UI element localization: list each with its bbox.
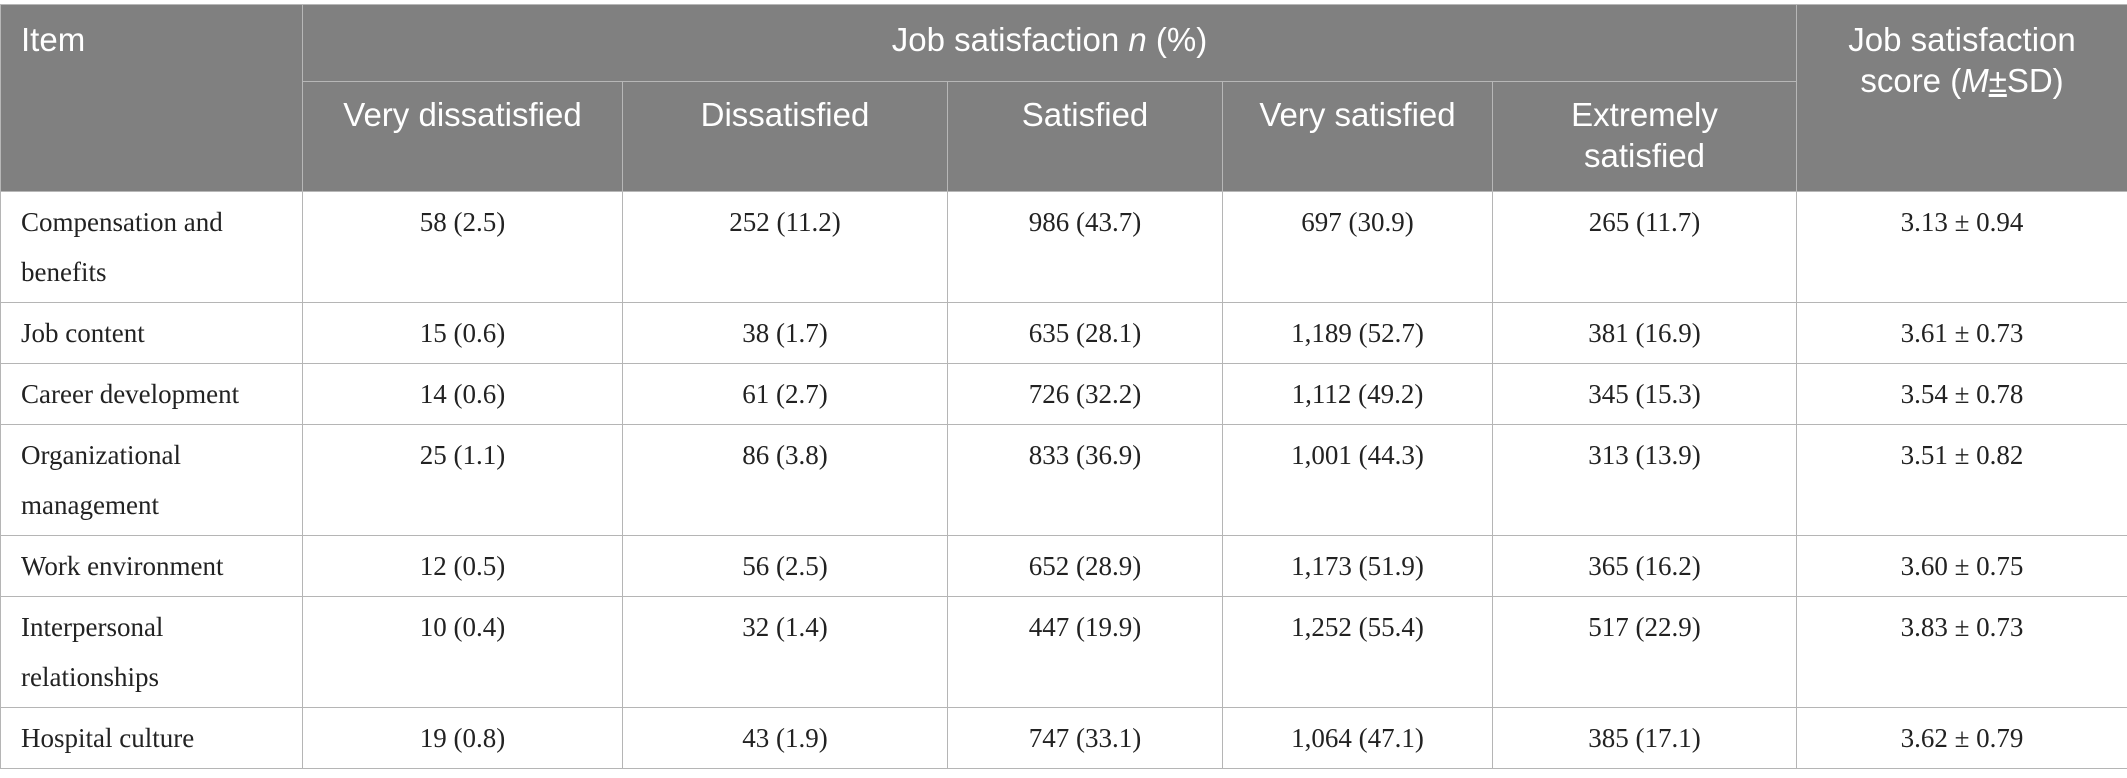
cell-very-dissatisfied: 12 (0.5) xyxy=(302,535,623,597)
score-header-mean: M xyxy=(1961,62,1989,99)
column-header-satisfied: Satisfied xyxy=(947,81,1223,192)
group-header-n: n xyxy=(1128,21,1147,58)
row-item-label: Interpersonal relationships xyxy=(0,596,303,708)
cell-very-dissatisfied: 15 (0.6) xyxy=(302,302,623,364)
score-header-sd: SD) xyxy=(2006,62,2064,99)
table-row: Interpersonal relationships 10 (0.4) 32 … xyxy=(0,596,2127,708)
cell-very-satisfied: 697 (30.9) xyxy=(1222,191,1493,303)
column-header-very-dissatisfied: Very dissatisfied xyxy=(302,81,623,192)
cell-dissatisfied: 43 (1.9) xyxy=(622,707,948,769)
cell-satisfied: 833 (36.9) xyxy=(947,424,1223,536)
cell-very-satisfied: 1,001 (44.3) xyxy=(1222,424,1493,536)
cell-score: 3.60 ± 0.75 xyxy=(1796,535,2127,597)
column-header-very-satisfied: Very satisfied xyxy=(1222,81,1493,192)
cell-very-satisfied: 1,252 (55.4) xyxy=(1222,596,1493,708)
cell-extremely-satisfied: 345 (15.3) xyxy=(1491,363,1798,425)
cell-score: 3.61 ± 0.73 xyxy=(1796,302,2127,364)
score-column-header: Job satisfaction score (M±SD) xyxy=(1796,4,2127,192)
table-row: Compensation and benefits 58 (2.5) 252 (… xyxy=(0,191,2127,303)
cell-satisfied: 447 (19.9) xyxy=(947,596,1223,708)
row-item-label: Organizational management xyxy=(0,424,303,536)
cell-very-satisfied: 1,112 (49.2) xyxy=(1222,363,1493,425)
cell-very-dissatisfied: 14 (0.6) xyxy=(302,363,623,425)
cell-very-satisfied: 1,064 (47.1) xyxy=(1222,707,1493,769)
cell-extremely-satisfied: 313 (13.9) xyxy=(1491,424,1798,536)
cell-very-dissatisfied: 10 (0.4) xyxy=(302,596,623,708)
row-item-label: Hospital culture xyxy=(0,707,303,769)
cell-score: 3.62 ± 0.79 xyxy=(1796,707,2127,769)
column-header-extremely-satisfied: Extremely satisfied xyxy=(1491,81,1798,192)
cell-extremely-satisfied: 365 (16.2) xyxy=(1491,535,1798,597)
row-item-label: Career development xyxy=(0,363,303,425)
cell-satisfied: 726 (32.2) xyxy=(947,363,1223,425)
cell-score: 3.54 ± 0.78 xyxy=(1796,363,2127,425)
cell-extremely-satisfied: 265 (11.7) xyxy=(1491,191,1798,303)
score-header-plusminus: ± xyxy=(1988,62,2007,99)
cell-very-dissatisfied: 25 (1.1) xyxy=(302,424,623,536)
job-satisfaction-group-header: Job satisfaction n (%) xyxy=(301,4,1798,82)
cell-satisfied: 986 (43.7) xyxy=(947,191,1223,303)
table-row: Work environment 12 (0.5) 56 (2.5) 652 (… xyxy=(0,535,2127,597)
cell-very-dissatisfied: 19 (0.8) xyxy=(302,707,623,769)
cell-extremely-satisfied: 517 (22.9) xyxy=(1491,596,1798,708)
cell-extremely-satisfied: 385 (17.1) xyxy=(1491,707,1798,769)
cell-dissatisfied: 86 (3.8) xyxy=(622,424,948,536)
cell-score: 3.83 ± 0.73 xyxy=(1796,596,2127,708)
cell-very-satisfied: 1,173 (51.9) xyxy=(1222,535,1493,597)
cell-score: 3.51 ± 0.82 xyxy=(1796,424,2127,536)
job-satisfaction-table: Item Job satisfaction n (%) Job satisfac… xyxy=(0,4,2127,769)
table-row: Hospital culture 19 (0.8) 43 (1.9) 747 (… xyxy=(0,707,2127,769)
table-row: Job content 15 (0.6) 38 (1.7) 635 (28.1)… xyxy=(0,302,2127,364)
cell-score: 3.13 ± 0.94 xyxy=(1796,191,2127,303)
cell-satisfied: 747 (33.1) xyxy=(947,707,1223,769)
cell-satisfied: 652 (28.9) xyxy=(947,535,1223,597)
cell-dissatisfied: 32 (1.4) xyxy=(622,596,948,708)
row-item-label: Compensation and benefits xyxy=(0,191,303,303)
cell-dissatisfied: 252 (11.2) xyxy=(622,191,948,303)
cell-satisfied: 635 (28.1) xyxy=(947,302,1223,364)
cell-very-dissatisfied: 58 (2.5) xyxy=(302,191,623,303)
cell-dissatisfied: 56 (2.5) xyxy=(622,535,948,597)
item-column-header: Item xyxy=(0,4,303,192)
row-item-label: Job content xyxy=(0,302,303,364)
column-header-dissatisfied: Dissatisfied xyxy=(622,81,948,192)
group-header-label: Job satisfaction xyxy=(891,21,1120,58)
cell-dissatisfied: 61 (2.7) xyxy=(622,363,948,425)
cell-very-satisfied: 1,189 (52.7) xyxy=(1222,302,1493,364)
group-header-percent: (%) xyxy=(1146,21,1208,58)
cell-dissatisfied: 38 (1.7) xyxy=(622,302,948,364)
row-item-label: Work environment xyxy=(0,535,303,597)
cell-extremely-satisfied: 381 (16.9) xyxy=(1491,302,1798,364)
table-row: Organizational management 25 (1.1) 86 (3… xyxy=(0,424,2127,536)
score-header-text: Job satisfaction score ( xyxy=(1848,21,2076,99)
table-row: Career development 14 (0.6) 61 (2.7) 726… xyxy=(0,363,2127,425)
